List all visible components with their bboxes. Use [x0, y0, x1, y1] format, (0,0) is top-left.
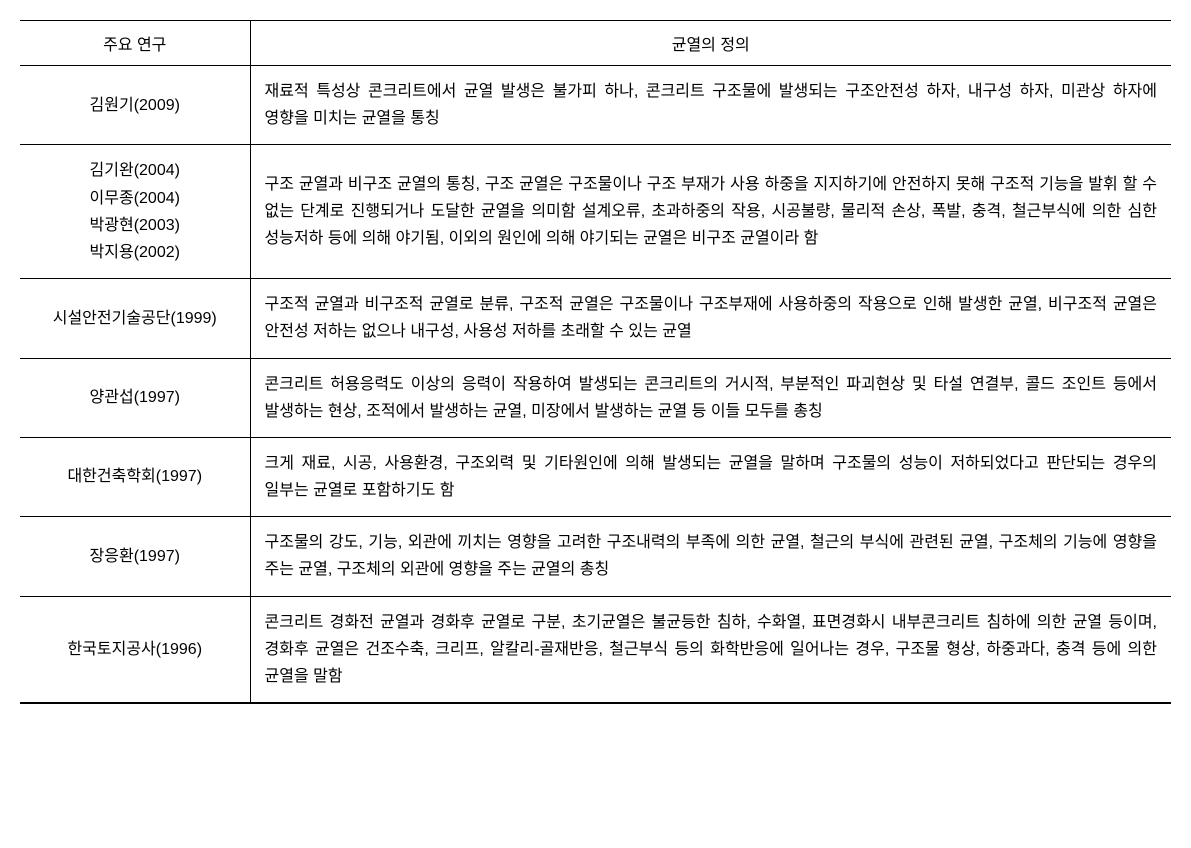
definition-cell: 구조 균열과 비구조 균열의 통칭, 구조 균열은 구조물이나 구조 부재가 사… — [250, 145, 1171, 279]
definition-cell: 크게 재료, 시공, 사용환경, 구조외력 및 기타원인에 의해 발생되는 균열… — [250, 437, 1171, 516]
header-study: 주요 연구 — [20, 21, 250, 66]
study-cell: 대한건축학회(1997) — [20, 437, 250, 516]
table-header-row: 주요 연구 균열의 정의 — [20, 21, 1171, 66]
definition-cell: 구조적 균열과 비구조적 균열로 분류, 구조적 균열은 구조물이나 구조부재에… — [250, 279, 1171, 358]
table-row: 한국토지공사(1996)콘크리트 경화전 균열과 경화후 균열로 구분, 초기균… — [20, 596, 1171, 703]
definition-cell: 재료적 특성상 콘크리트에서 균열 발생은 불가피 하나, 콘크리트 구조물에 … — [250, 66, 1171, 145]
study-cell: 양관섭(1997) — [20, 358, 250, 437]
header-definition: 균열의 정의 — [250, 21, 1171, 66]
table-row: 장응환(1997)구조물의 강도, 기능, 외관에 끼치는 영향을 고려한 구조… — [20, 517, 1171, 596]
crack-definition-table: 주요 연구 균열의 정의 김원기(2009)재료적 특성상 콘크리트에서 균열 … — [20, 20, 1171, 704]
table-row: 시설안전기술공단(1999)구조적 균열과 비구조적 균열로 분류, 구조적 균… — [20, 279, 1171, 358]
study-cell: 김기완(2004) 이무종(2004) 박광현(2003) 박지용(2002) — [20, 145, 250, 279]
study-cell: 한국토지공사(1996) — [20, 596, 250, 703]
study-cell: 장응환(1997) — [20, 517, 250, 596]
definition-cell: 콘크리트 허용응력도 이상의 응력이 작용하여 발생되는 콘크리트의 거시적, … — [250, 358, 1171, 437]
table-body: 김원기(2009)재료적 특성상 콘크리트에서 균열 발생은 불가피 하나, 콘… — [20, 66, 1171, 704]
definition-cell: 콘크리트 경화전 균열과 경화후 균열로 구분, 초기균열은 불균등한 침하, … — [250, 596, 1171, 703]
study-cell: 시설안전기술공단(1999) — [20, 279, 250, 358]
study-cell: 김원기(2009) — [20, 66, 250, 145]
table-row: 김기완(2004) 이무종(2004) 박광현(2003) 박지용(2002)구… — [20, 145, 1171, 279]
table-row: 대한건축학회(1997)크게 재료, 시공, 사용환경, 구조외력 및 기타원인… — [20, 437, 1171, 516]
definition-cell: 구조물의 강도, 기능, 외관에 끼치는 영향을 고려한 구조내력의 부족에 의… — [250, 517, 1171, 596]
table-row: 김원기(2009)재료적 특성상 콘크리트에서 균열 발생은 불가피 하나, 콘… — [20, 66, 1171, 145]
table-row: 양관섭(1997)콘크리트 허용응력도 이상의 응력이 작용하여 발생되는 콘크… — [20, 358, 1171, 437]
